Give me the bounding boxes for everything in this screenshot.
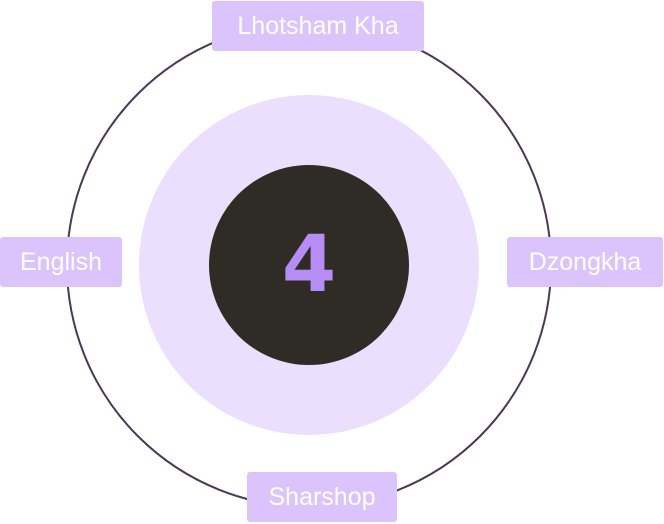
label-sharshop: Sharshop <box>247 472 397 522</box>
inner-disc <box>209 165 409 365</box>
label-lhotsham-kha: Lhotsham Kha <box>212 1 424 51</box>
label-english: English <box>0 237 122 287</box>
label-dzongkha: Dzongkha <box>507 237 663 287</box>
center-number: 4 <box>281 220 337 310</box>
